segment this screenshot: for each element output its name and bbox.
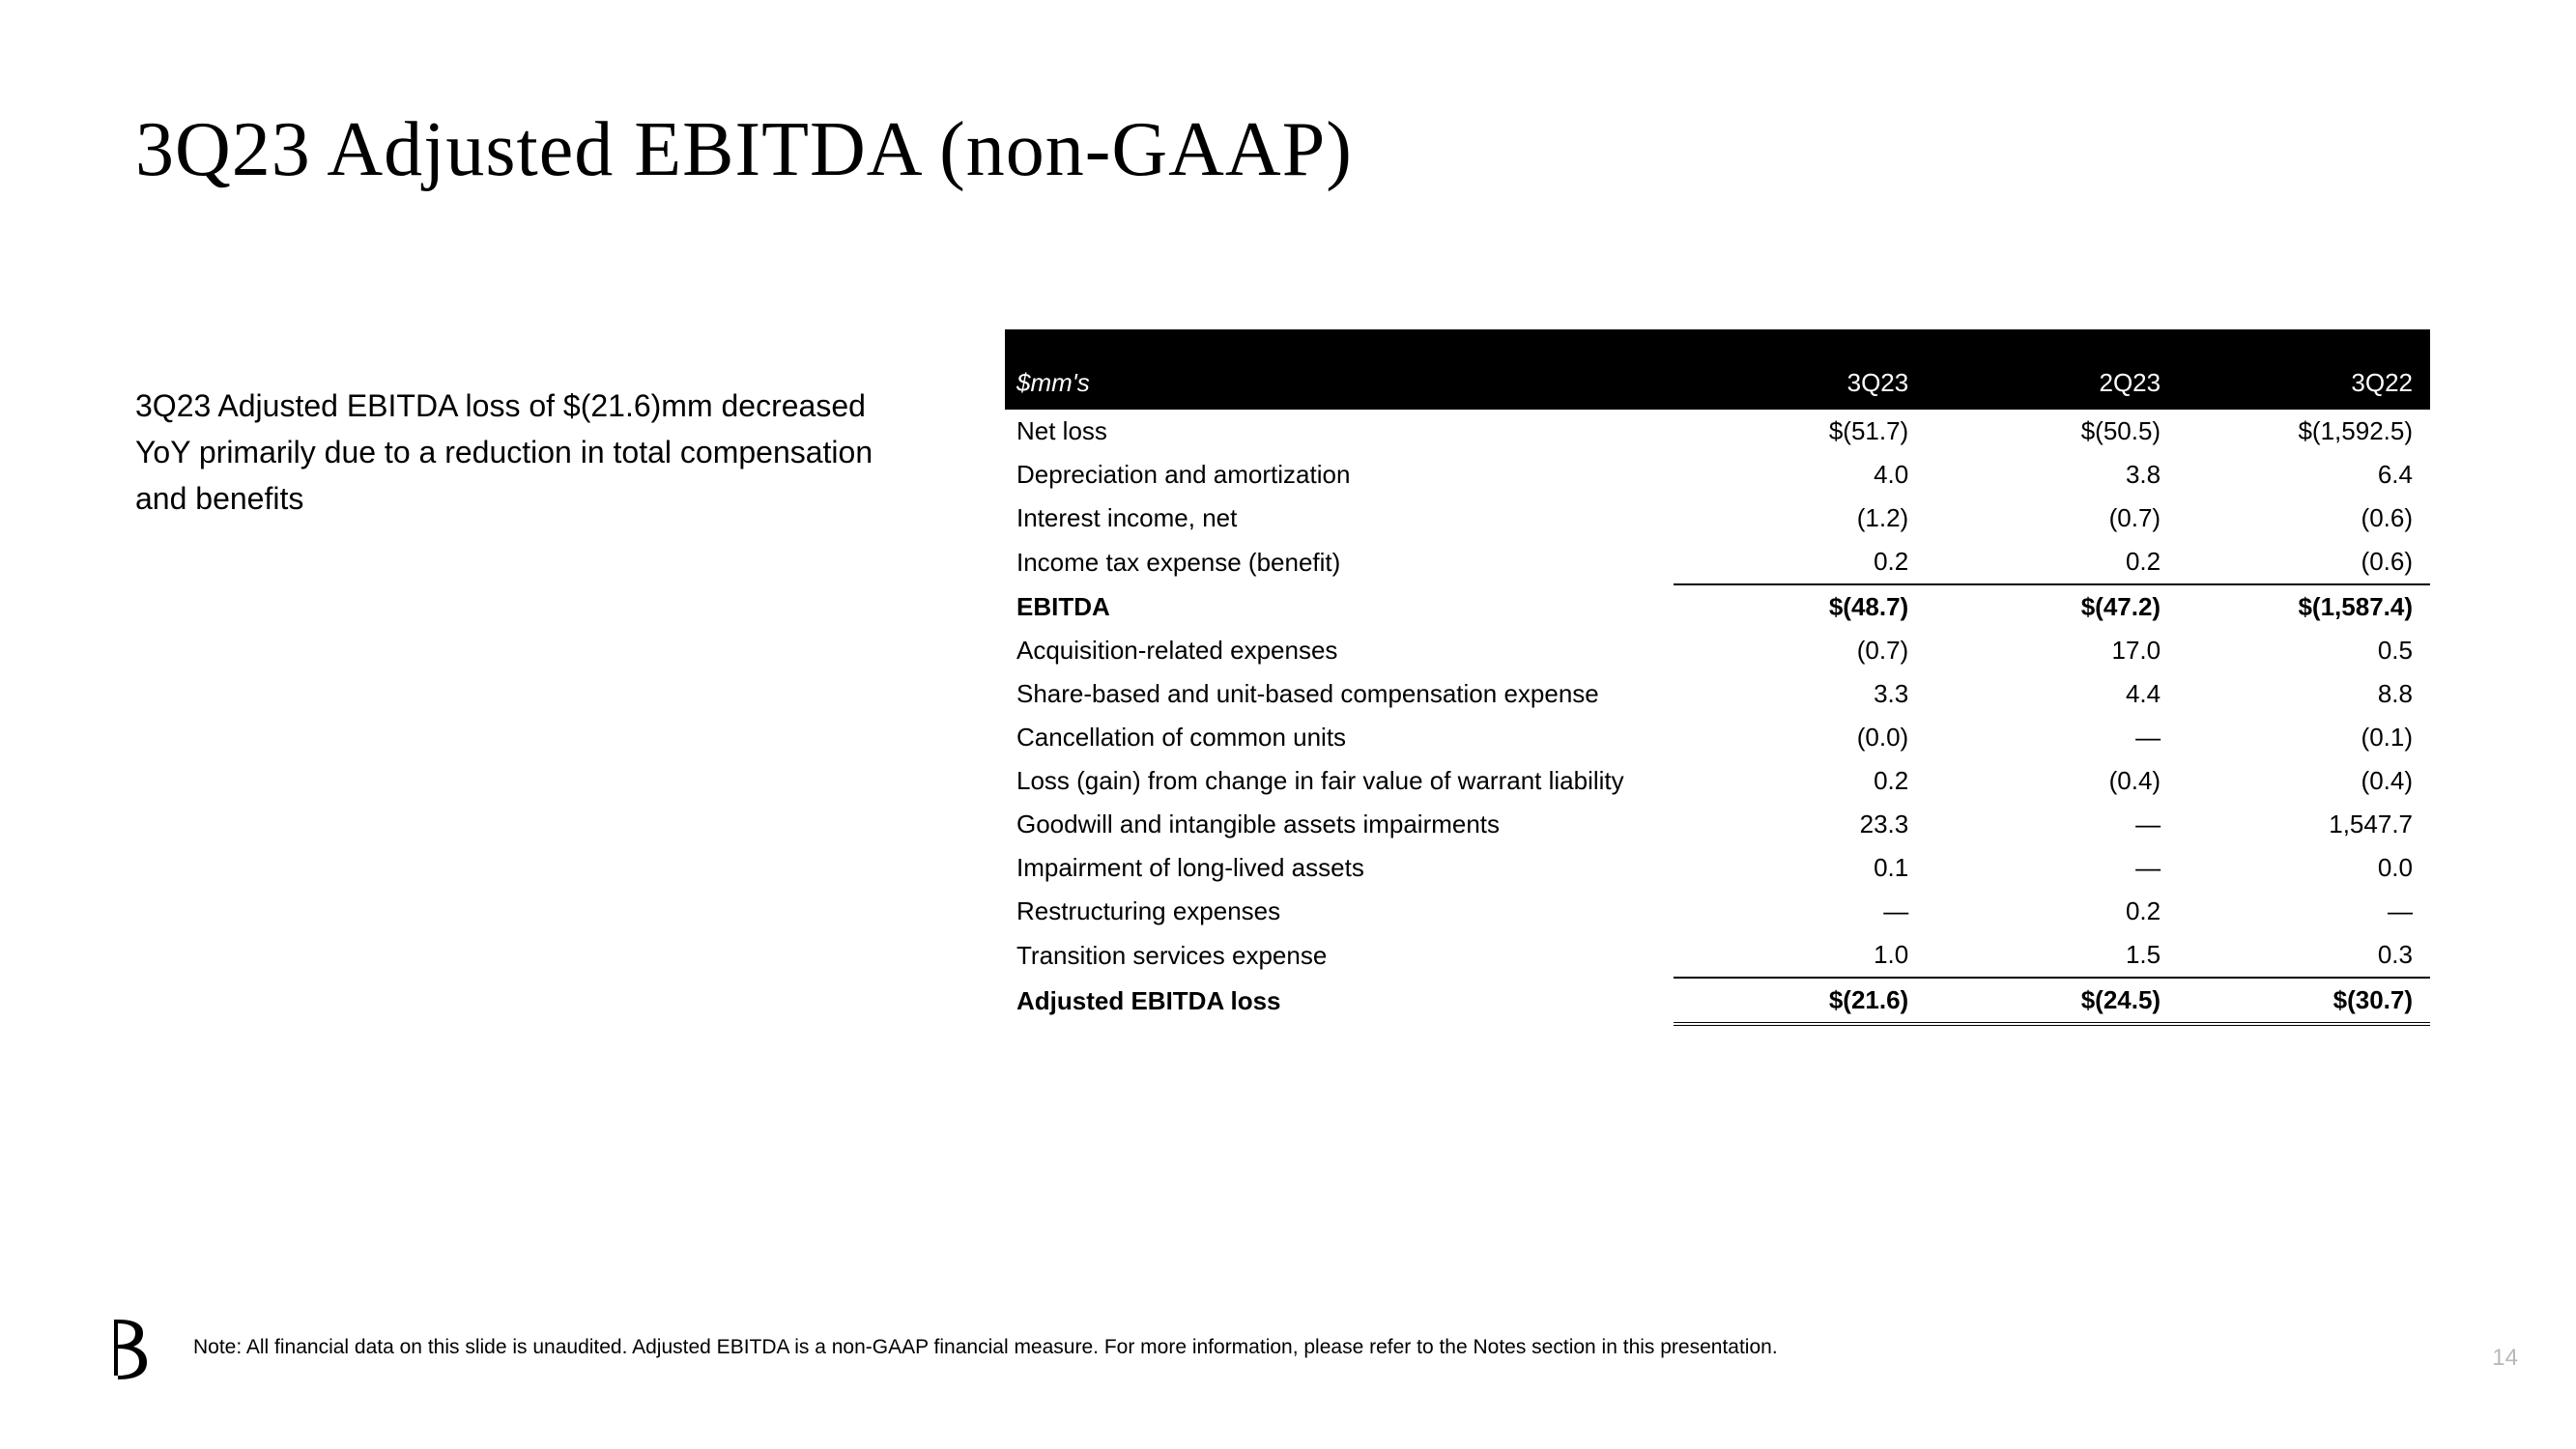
row-value: $(47.2) (1926, 584, 2178, 629)
row-label: Cancellation of common units (1005, 716, 1674, 759)
row-label: Transition services expense (1005, 933, 1674, 978)
row-label: Adjusted EBITDA loss (1005, 978, 1674, 1024)
header-col-0: 3Q23 (1674, 329, 1926, 410)
row-value: $(50.5) (1926, 410, 2178, 453)
logo-icon (97, 1314, 155, 1381)
row-value: — (2178, 890, 2430, 933)
table-row: Depreciation and amortization4.03.86.4 (1005, 453, 2430, 497)
ebitda-table: $mm's 3Q23 2Q23 3Q22 Net loss$(51.7)$(50… (1005, 329, 2430, 1026)
page-title: 3Q23 Adjusted EBITDA (non-GAAP) (135, 106, 2441, 194)
row-value: 0.2 (1674, 759, 1926, 803)
content-row: 3Q23 Adjusted EBITDA loss of $(21.6)mm d… (135, 329, 2441, 1026)
table-row: Cancellation of common units(0.0)—(0.1) (1005, 716, 2430, 759)
row-label: Restructuring expenses (1005, 890, 1674, 933)
row-label: Income tax expense (benefit) (1005, 540, 1674, 584)
page-number: 14 (2492, 1345, 2518, 1372)
row-value: $(21.6) (1674, 978, 1926, 1024)
row-value: 0.2 (1926, 540, 2178, 584)
row-value: 0.3 (2178, 933, 2430, 978)
row-value: 0.2 (1926, 890, 2178, 933)
row-label: Share-based and unit-based compensation … (1005, 672, 1674, 716)
row-value: (0.6) (2178, 497, 2430, 540)
row-label: Goodwill and intangible assets impairmen… (1005, 803, 1674, 846)
row-value: 4.4 (1926, 672, 2178, 716)
row-label: Acquisition-related expenses (1005, 629, 1674, 672)
row-value: 23.3 (1674, 803, 1926, 846)
table-row: Net loss$(51.7)$(50.5)$(1,592.5) (1005, 410, 2430, 453)
header-col-1: 2Q23 (1926, 329, 2178, 410)
row-value: (0.0) (1674, 716, 1926, 759)
row-value: 0.1 (1674, 846, 1926, 890)
table-row: Acquisition-related expenses(0.7)17.00.5 (1005, 629, 2430, 672)
row-value: 8.8 (2178, 672, 2430, 716)
row-value: (0.1) (2178, 716, 2430, 759)
table-row: Share-based and unit-based compensation … (1005, 672, 2430, 716)
table-row: Loss (gain) from change in fair value of… (1005, 759, 2430, 803)
row-value: 1.0 (1674, 933, 1926, 978)
row-value: 6.4 (2178, 453, 2430, 497)
row-value: — (1926, 846, 2178, 890)
table-row: Income tax expense (benefit)0.20.2(0.6) (1005, 540, 2430, 584)
footer-note: Note: All financial data on this slide i… (193, 1336, 1778, 1359)
row-value: (0.4) (2178, 759, 2430, 803)
row-value: (0.7) (1674, 629, 1926, 672)
table-row: Goodwill and intangible assets impairmen… (1005, 803, 2430, 846)
row-value: 0.2 (1674, 540, 1926, 584)
table-row: Restructuring expenses—0.2— (1005, 890, 2430, 933)
row-label: EBITDA (1005, 584, 1674, 629)
row-value: $(48.7) (1674, 584, 1926, 629)
ebitda-table-wrap: $mm's 3Q23 2Q23 3Q22 Net loss$(51.7)$(50… (1005, 329, 2430, 1026)
row-value: (0.7) (1926, 497, 2178, 540)
row-value: $(24.5) (1926, 978, 2178, 1024)
row-label: Interest income, net (1005, 497, 1674, 540)
header-col-2: 3Q22 (2178, 329, 2430, 410)
row-value: 0.5 (2178, 629, 2430, 672)
row-value: $(51.7) (1674, 410, 1926, 453)
row-value: (1.2) (1674, 497, 1926, 540)
row-value: 17.0 (1926, 629, 2178, 672)
table-row: EBITDA$(48.7)$(47.2)$(1,587.4) (1005, 584, 2430, 629)
row-value: 3.3 (1674, 672, 1926, 716)
row-value: — (1926, 716, 2178, 759)
table-row: Transition services expense1.01.50.3 (1005, 933, 2430, 978)
table-head: $mm's 3Q23 2Q23 3Q22 (1005, 329, 2430, 410)
table-row: Impairment of long-lived assets0.1—0.0 (1005, 846, 2430, 890)
row-value: (0.6) (2178, 540, 2430, 584)
row-value: (0.4) (1926, 759, 2178, 803)
row-label: Impairment of long-lived assets (1005, 846, 1674, 890)
row-value: 3.8 (1926, 453, 2178, 497)
row-value: $(1,592.5) (2178, 410, 2430, 453)
row-value: 4.0 (1674, 453, 1926, 497)
row-label: Net loss (1005, 410, 1674, 453)
row-value: 1,547.7 (2178, 803, 2430, 846)
row-value: $(1,587.4) (2178, 584, 2430, 629)
row-value: — (1926, 803, 2178, 846)
row-value: 0.0 (2178, 846, 2430, 890)
header-label: $mm's (1005, 329, 1674, 410)
row-value: $(30.7) (2178, 978, 2430, 1024)
row-value: — (1674, 890, 1926, 933)
row-label: Loss (gain) from change in fair value of… (1005, 759, 1674, 803)
footer: Note: All financial data on this slide i… (97, 1314, 1778, 1381)
row-value: 1.5 (1926, 933, 2178, 978)
summary-text: 3Q23 Adjusted EBITDA loss of $(21.6)mm d… (135, 329, 889, 1026)
slide: 3Q23 Adjusted EBITDA (non-GAAP) 3Q23 Adj… (0, 0, 2576, 1449)
table-row: Adjusted EBITDA loss$(21.6)$(24.5)$(30.7… (1005, 978, 2430, 1024)
row-label: Depreciation and amortization (1005, 453, 1674, 497)
table-body: Net loss$(51.7)$(50.5)$(1,592.5)Deprecia… (1005, 410, 2430, 1024)
table-row: Interest income, net(1.2)(0.7)(0.6) (1005, 497, 2430, 540)
